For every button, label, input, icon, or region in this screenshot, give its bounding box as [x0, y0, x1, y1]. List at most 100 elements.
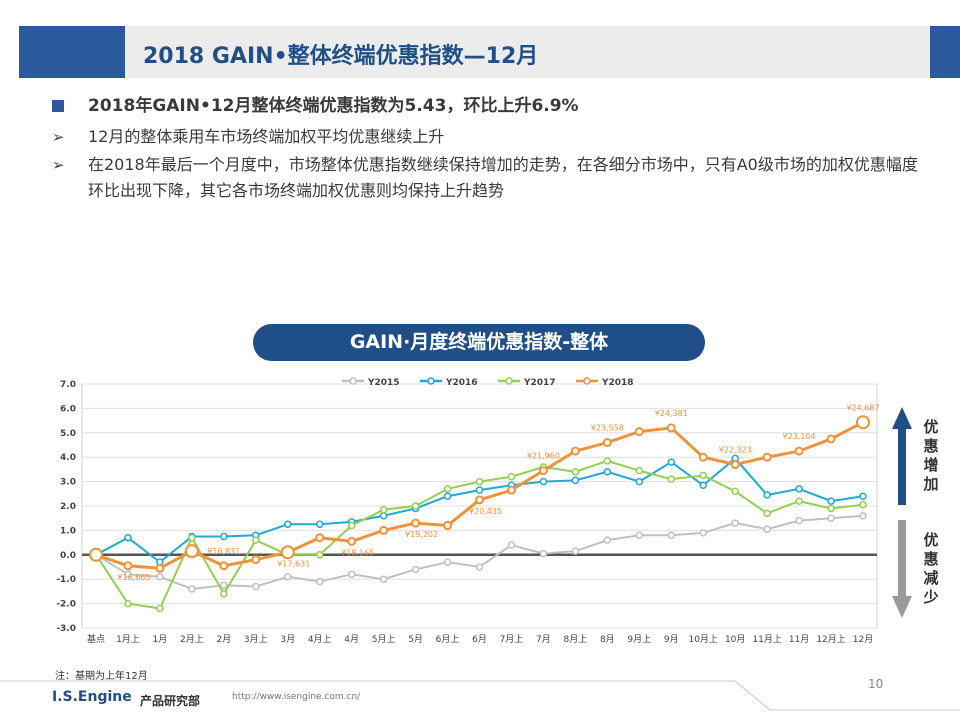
y-tick-label: 5.0 [60, 429, 76, 439]
data-point [856, 415, 870, 430]
data-point [827, 497, 835, 505]
x-tick-label: 10月 [725, 634, 745, 645]
bullet-main-text: 2018年GAIN•12月整体终端优惠指数为5.43，环比上升6.9% [88, 96, 579, 116]
x-tick-label: 1月上 [116, 634, 140, 645]
y-tick-label: 0.0 [60, 551, 76, 561]
data-point [699, 481, 707, 490]
data-point [443, 558, 452, 566]
side-label-down: 优惠减少 [923, 531, 939, 606]
data-point [379, 525, 389, 535]
x-tick-label: 基点 [87, 633, 105, 645]
x-tick-label: 2月上 [180, 634, 204, 645]
data-point [602, 438, 612, 448]
line-chart: -3.0 -2.0 -1.0 0.0 1.0 2.0 3.0 4.0 5.0 6.0 7.0 基点 1月… [56, 377, 880, 645]
data-point [411, 518, 421, 528]
data-point [539, 477, 548, 486]
y-tick-label: -3.0 [56, 624, 76, 634]
header-accent-right [930, 26, 960, 78]
data-point [219, 561, 229, 571]
header-accent-left [19, 26, 125, 78]
legend-label: Y2018 [601, 378, 634, 388]
footnote: 注：基期为上年12月 [55, 671, 148, 682]
bullet-sub-1: ➢ 12月的整体乘用车市场终端加权平均优惠继续上升 [52, 124, 932, 150]
header-bar: 2018 GAIN•整体终端优惠指数—12月 [125, 26, 930, 78]
data-point [251, 555, 261, 565]
x-tick-label: 1月 [153, 634, 168, 645]
legend-label: Y2015 [367, 378, 400, 388]
data-point [156, 573, 164, 581]
y-tick-label: -1.0 [56, 575, 76, 585]
data-point [507, 472, 516, 481]
footer-brand: I.S.Engine [52, 689, 132, 705]
data-point [763, 491, 771, 499]
x-tick-label: 5月上 [372, 634, 396, 645]
data-point [315, 551, 324, 559]
data-point [507, 541, 516, 549]
data-point [124, 599, 132, 608]
data-point [763, 525, 771, 533]
data-point [603, 468, 612, 476]
data-point [156, 604, 164, 613]
data-point [731, 487, 739, 496]
data-point [827, 514, 835, 522]
data-label: ¥16,665 [117, 573, 150, 582]
data-point [603, 536, 612, 544]
x-tick-label: 7月 [536, 634, 551, 645]
data-label: ¥23,558 [591, 424, 624, 433]
data-point [411, 502, 420, 510]
legend-label: Y2017 [523, 378, 556, 388]
data-point [124, 533, 132, 542]
data-point [571, 476, 580, 485]
data-point [315, 520, 324, 529]
legend-marker [505, 377, 513, 385]
data-point [538, 466, 548, 476]
data-point [795, 485, 803, 493]
data-point [89, 547, 103, 562]
data-point [826, 434, 836, 444]
data-point [443, 492, 452, 500]
data-label: ¥22,323 [719, 446, 752, 455]
data-point [795, 497, 803, 505]
data-point [155, 563, 165, 573]
x-tick-label: 4月 [344, 634, 359, 645]
data-point [794, 446, 804, 456]
data-point [443, 521, 453, 531]
data-label: ¥18,165 [341, 548, 374, 557]
data-label: ¥20,435 [469, 507, 502, 516]
bullet-main: 2018年GAIN•12月整体终端优惠指数为5.43，环比上升6.9% [52, 92, 932, 122]
data-point [699, 471, 707, 480]
data-point [475, 486, 484, 494]
data-label: ¥21,960 [527, 452, 560, 461]
data-point [123, 561, 133, 571]
data-point [762, 452, 772, 462]
data-point [347, 536, 357, 546]
bullet-sub-1-text: 12月的整体乘用车市场终端加权平均优惠继续上升 [88, 127, 445, 146]
data-label: ¥19,202 [405, 530, 438, 539]
bullet-sub-2-text: 在2018年最后一个月度中，市场整体优惠指数继续保持增加的走势，在各细分市场中，… [88, 155, 918, 200]
data-point [827, 504, 835, 513]
data-label: ¥17,631 [277, 559, 310, 568]
side-label-up: 优惠增加 [923, 418, 939, 493]
data-point [411, 565, 420, 574]
x-tick-label: 8月上 [564, 634, 588, 645]
data-point [184, 544, 199, 559]
x-tick-label: 11月上 [752, 634, 781, 645]
x-tick-label: 5月 [408, 634, 423, 645]
bullet-sub-2: ➢ 在2018年最后一个月度中，市场整体优惠指数继续保持增加的走势，在各细分市场… [52, 152, 932, 204]
data-point [379, 505, 388, 514]
data-point [666, 423, 676, 433]
y-tick-label: 2.0 [60, 502, 76, 512]
data-point [443, 485, 452, 493]
data-point [315, 577, 324, 586]
y-tick-label: 3.0 [60, 478, 76, 488]
x-tick-label: 12月 [853, 634, 873, 645]
legend-marker [427, 377, 435, 385]
data-point [667, 458, 675, 466]
y-tick-label: 6.0 [60, 404, 76, 414]
x-tick-label: 9月上 [627, 634, 651, 645]
chart-title: GAIN·月度终端优惠指数-整体 [253, 324, 705, 361]
data-point [859, 501, 867, 509]
data-point [570, 446, 580, 456]
x-tick-label: 6月 [472, 634, 487, 645]
x-tick-label: 7月上 [500, 634, 524, 645]
